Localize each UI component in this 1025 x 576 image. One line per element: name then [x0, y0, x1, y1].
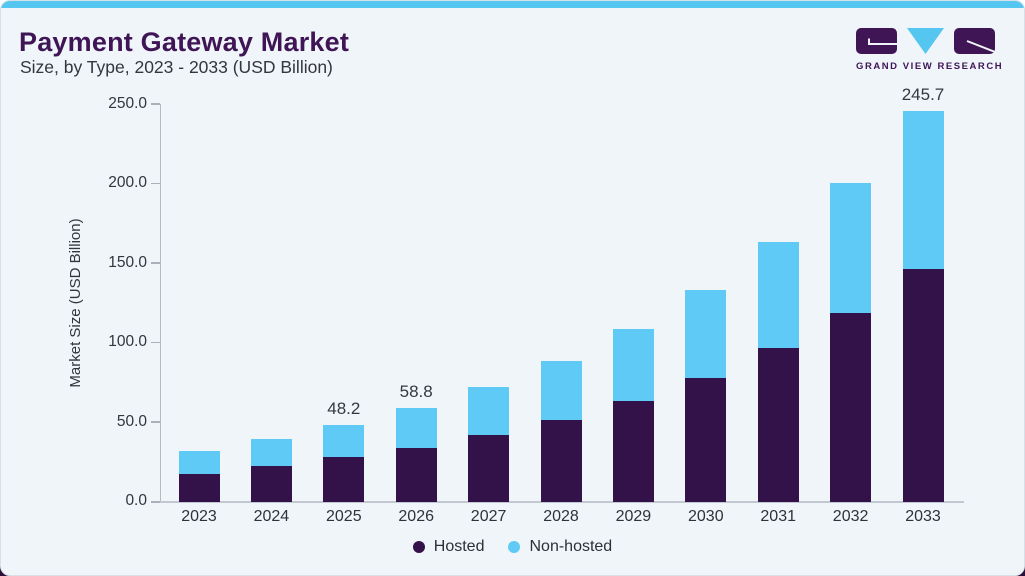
bar-2030 [685, 290, 727, 502]
logo-marks [856, 28, 998, 54]
y-tick-mark [151, 421, 160, 423]
logo-v-icon [907, 28, 944, 54]
x-tick-label: 2025 [326, 508, 362, 525]
x-tick-label: 2026 [398, 508, 434, 525]
legend-dot-non-hosted-icon [508, 541, 521, 553]
y-tick-mark [151, 341, 160, 344]
bar-2026 [395, 408, 437, 502]
bar-2031 [757, 241, 799, 502]
grand-view-research-logo: GRAND VIEW RESEARCH [856, 28, 1004, 72]
legend-label-hosted: Hosted [433, 538, 485, 555]
y-tick-mark [151, 262, 160, 264]
bar-segment-hosted [323, 457, 365, 502]
y-tick-label: 50.0 [116, 412, 147, 430]
x-tick-label: 2028 [543, 508, 579, 525]
bar-segment-hosted [178, 473, 220, 502]
x-tick-label: 2030 [688, 508, 724, 525]
bar-segment-hosted [902, 269, 944, 502]
bar-segment-non-hosted [178, 450, 220, 474]
bar-2023 [178, 450, 220, 502]
bar-segment-non-hosted [830, 183, 872, 314]
bar-segment-non-hosted [468, 387, 510, 435]
y-tick-label: 100.0 [108, 333, 147, 351]
x-tick-label: 2029 [615, 508, 652, 525]
logo-g-icon [856, 28, 897, 54]
bar-2033 [902, 110, 944, 502]
bar-2029 [612, 329, 654, 502]
bar-segment-hosted [612, 400, 654, 502]
bar-value-label: 58.8 [399, 382, 433, 402]
y-tick-label: 250.0 [108, 94, 147, 112]
bar-value-label: 245.7 [901, 84, 945, 104]
logo-text: GRAND VIEW RESEARCH [856, 61, 1004, 72]
y-tick-mark [151, 501, 160, 503]
y-tick-mark [151, 182, 160, 185]
page-subtitle: Size, by Type, 2023 - 2033 (USD Billion) [20, 57, 333, 77]
bar-2028 [540, 360, 582, 502]
bar-segment-hosted [395, 448, 437, 502]
bar-2024 [250, 439, 292, 502]
bar-segment-hosted [830, 313, 872, 502]
y-tick-mark [151, 103, 160, 105]
bar-segment-non-hosted [757, 241, 799, 349]
bar-segment-non-hosted [250, 439, 292, 466]
x-tick-label: 2027 [470, 508, 507, 525]
bar-2027 [468, 387, 510, 502]
bar-segment-hosted [685, 377, 727, 502]
bar-2025 [323, 425, 365, 502]
x-tick-label: 2033 [905, 508, 941, 525]
bar-segment-hosted [250, 465, 292, 502]
bar-segment-non-hosted [685, 290, 727, 378]
logo-r-icon [954, 28, 995, 54]
y-axis-line [159, 103, 161, 503]
legend-item-hosted: Hosted [412, 538, 485, 556]
top-accent-bar [1, 1, 1024, 8]
legend: Hosted Non-hosted [1, 538, 1024, 556]
bar-segment-hosted [468, 434, 510, 502]
y-axis-title: Market Size (USD Billion) [67, 218, 84, 388]
bar-segment-hosted [540, 419, 582, 502]
y-tick-label: 200.0 [108, 174, 147, 192]
x-tick-label: 2024 [253, 508, 290, 525]
x-tick-label: 2031 [760, 508, 796, 525]
bar-segment-non-hosted [395, 408, 437, 448]
y-tick-label: 150.0 [108, 253, 147, 271]
bar-segment-non-hosted [612, 329, 654, 401]
legend-dot-hosted-icon [412, 541, 425, 553]
legend-label-non-hosted: Non-hosted [529, 538, 613, 555]
bar-2032 [830, 183, 872, 502]
legend-item-non-hosted: Non-hosted [508, 538, 612, 556]
bar-segment-non-hosted [902, 110, 944, 270]
x-tick-label: 2032 [832, 508, 869, 525]
bar-value-label: 48.2 [327, 399, 361, 419]
page-title: Payment Gateway Market [19, 27, 350, 57]
x-tick-label: 2023 [181, 508, 217, 525]
y-tick-label: 0.0 [125, 492, 147, 510]
bar-segment-non-hosted [540, 360, 582, 420]
bar-segment-non-hosted [323, 425, 365, 458]
bar-segment-hosted [757, 348, 799, 502]
